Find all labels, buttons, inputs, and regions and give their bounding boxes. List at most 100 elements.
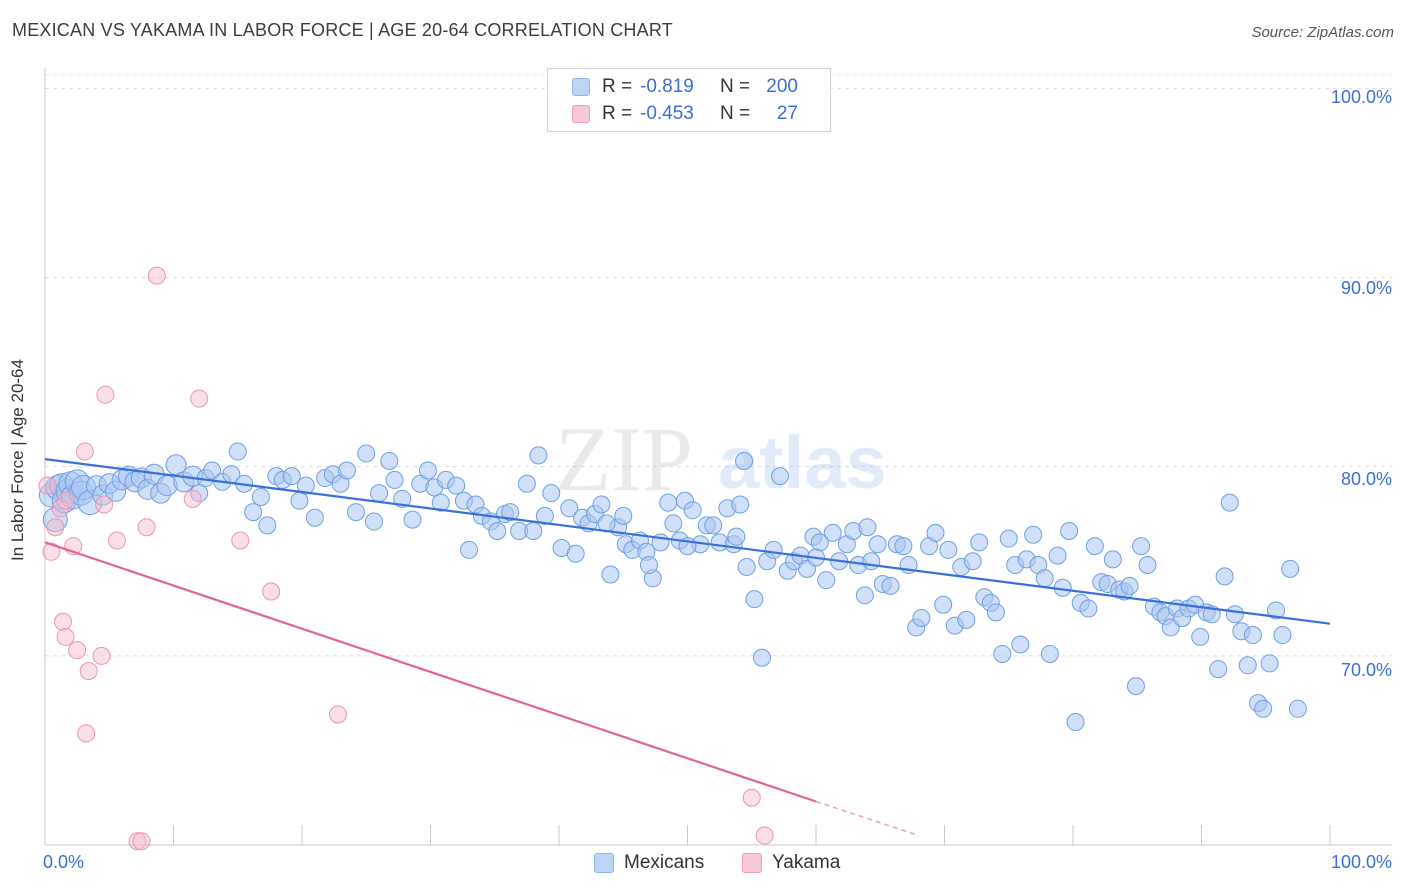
mexicans-point — [364, 512, 383, 531]
mexicans-point — [639, 556, 658, 575]
mexicans-point — [1220, 493, 1239, 512]
mexicans-point — [1011, 635, 1030, 654]
mexicans-point — [1120, 576, 1139, 595]
mexicans-point — [566, 544, 585, 563]
yakama-point — [38, 476, 57, 495]
mexicans-point — [282, 467, 301, 486]
mexicans-point — [418, 461, 437, 480]
yakama-trend-extension — [815, 800, 920, 837]
series-legend-yakama[interactable]: Yakama — [742, 852, 840, 874]
mexicans-point — [745, 590, 764, 609]
mexicans-point — [727, 527, 746, 546]
mexicans-point — [542, 484, 561, 503]
yakama-point — [77, 724, 96, 743]
y-tick-100: 100.0% — [1330, 87, 1392, 107]
legend-n-label: N = — [720, 103, 751, 124]
yakama-point — [56, 627, 75, 646]
mexicans-point — [560, 499, 579, 518]
series-label-mexicans: Mexicans — [624, 852, 705, 873]
mexicans-point — [524, 522, 543, 540]
yakama-point — [132, 832, 151, 851]
yakama-point — [755, 826, 774, 845]
mexicans-point — [823, 523, 842, 542]
mexicans-point — [431, 493, 450, 512]
yakama-point — [128, 832, 147, 851]
legend-n-value: 200 — [766, 76, 798, 97]
yakama-point — [190, 389, 209, 408]
mexicans-point — [1238, 656, 1257, 675]
mexicans-point — [894, 537, 913, 556]
y-tick-80: 80.0% — [1340, 469, 1392, 489]
legend-swatch-mexicans — [572, 78, 590, 96]
trend-lines — [44, 458, 1331, 837]
mexicans-point — [912, 609, 931, 628]
mexicans-point — [934, 595, 953, 614]
mexicans-point — [1085, 537, 1104, 556]
yakama-points — [38, 266, 774, 851]
mexicans-point — [228, 442, 247, 461]
mexicans-point — [1024, 525, 1043, 544]
mexicans-point — [1260, 654, 1279, 673]
mexicans-point — [731, 495, 750, 514]
mexicans-point — [957, 610, 976, 629]
mexicans-point — [1215, 567, 1234, 586]
yakama-point — [183, 489, 202, 508]
mexicans-point — [1079, 599, 1098, 618]
mexicans-point — [258, 516, 277, 535]
mexicans-point — [1048, 546, 1067, 565]
mexicans-point — [986, 603, 1005, 622]
mexicans-point — [683, 501, 702, 520]
x-tick-100: 100.0% — [1330, 852, 1392, 872]
series-legend-mexicans[interactable]: Mexicans — [594, 852, 704, 874]
mexicans-point — [664, 514, 683, 533]
yakama-point — [46, 518, 65, 537]
gridlines — [45, 74, 1392, 657]
mexicans-point — [244, 503, 263, 522]
mexicans-point — [1066, 713, 1085, 732]
mexicans-point — [346, 503, 365, 522]
mexicans-point — [203, 461, 222, 480]
yakama-point — [95, 495, 114, 514]
mexicans-point — [1126, 677, 1145, 696]
yakama-point — [147, 266, 166, 285]
mexicans-point — [753, 648, 772, 667]
series-swatch-mexicans — [594, 853, 614, 873]
legend-row-mexicans: R = -0.819 N = 200 — [572, 76, 798, 98]
mexicans-trend-line — [44, 458, 1331, 625]
mexicans-point — [1254, 699, 1273, 718]
mexicans-point — [296, 476, 315, 495]
mexicans-point — [1267, 601, 1286, 620]
mexicans-point — [488, 522, 507, 540]
mexicans-point — [1191, 627, 1210, 646]
yakama-point — [328, 705, 347, 724]
mexicans-point — [290, 491, 309, 510]
mexicans-point — [939, 540, 958, 559]
yakama-point — [742, 788, 761, 807]
series-label-yakama: Yakama — [772, 852, 841, 873]
mexicans-point — [403, 510, 422, 529]
x-tick-0: 0.0% — [43, 852, 85, 872]
mexicans-point — [970, 533, 989, 552]
yakama-trend-line — [44, 541, 817, 803]
mexicans-point — [963, 552, 982, 571]
legend-row-yakama: R = -0.453 N = 27 — [572, 103, 798, 125]
mexicans-point — [737, 557, 756, 576]
legend-r-value: -0.819 — [640, 76, 694, 97]
mexicans-point — [868, 535, 887, 554]
mexicans-point — [1281, 559, 1300, 578]
mexicans-point — [357, 444, 376, 463]
mexicans-point — [529, 446, 548, 465]
mexicans-point — [517, 474, 536, 493]
mexicans-point — [614, 506, 633, 525]
legend-r-value: -0.453 — [640, 103, 694, 124]
mexicans-point — [305, 508, 324, 527]
mexicans-point — [862, 552, 881, 571]
mexicans-point — [855, 586, 874, 605]
mexicans-point — [370, 484, 389, 503]
yakama-point — [96, 385, 115, 404]
mexicans-point — [764, 540, 783, 559]
mexicans-point — [385, 470, 404, 489]
mexicans-point — [1225, 605, 1244, 624]
series-legend: Mexicans Yakama — [0, 852, 1406, 876]
